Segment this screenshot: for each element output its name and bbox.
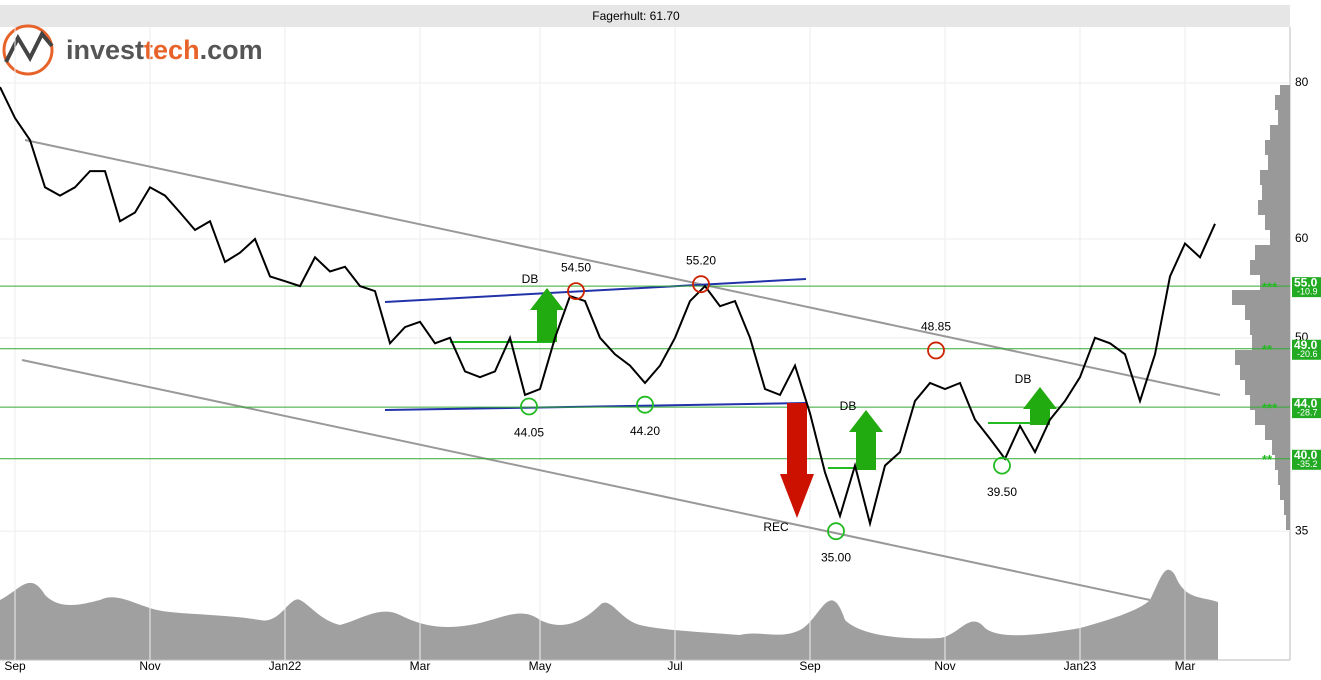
volume-profile-bar xyxy=(1280,485,1290,500)
pivot-label: 39.50 xyxy=(987,485,1017,499)
signal-arrow xyxy=(849,410,883,470)
volume-profile-bar xyxy=(1272,440,1290,455)
pivot-marker xyxy=(993,456,1011,475)
volume-profile-bar xyxy=(1284,500,1290,515)
logo-ring xyxy=(2,24,54,76)
volume-profile-bar xyxy=(1278,470,1290,485)
pivot-label: 54.50 xyxy=(561,260,591,274)
level-box xyxy=(1292,339,1321,360)
logo-part: tech xyxy=(144,35,200,65)
signal-label: DB xyxy=(522,272,539,286)
signal-label: DB xyxy=(1015,372,1032,386)
trend-line xyxy=(384,402,807,411)
volume-profile-bar xyxy=(1265,140,1290,155)
x-tick-label: Mar xyxy=(1175,659,1196,673)
pivot-marker xyxy=(827,522,845,541)
pivot-label: 55.20 xyxy=(686,253,716,267)
logo: investtech.com xyxy=(2,24,263,76)
volume-profile-bar xyxy=(1270,230,1290,245)
volume-profile-bar xyxy=(1280,85,1290,100)
pivot-marker xyxy=(520,397,538,416)
x-tick-label: Nov xyxy=(139,659,160,673)
volume-profile-bar xyxy=(1250,260,1290,275)
level-change: -35.2 xyxy=(1297,459,1318,469)
pivot-marker xyxy=(567,282,585,300)
y-tick-label: 60 xyxy=(1295,231,1309,245)
level-label: 49.0 xyxy=(1294,338,1318,352)
logo-mark xyxy=(4,30,54,63)
level-stars: ** xyxy=(1262,452,1273,467)
x-tick-label: Sep xyxy=(4,659,26,673)
volume-profile-bar xyxy=(1270,125,1290,140)
header-bar xyxy=(0,5,1290,27)
y-tick-label: 35 xyxy=(1295,523,1309,537)
volume-profile-bar xyxy=(1245,305,1290,320)
volume-profile-bar xyxy=(1255,410,1290,425)
volume-profile-bar xyxy=(1275,455,1290,470)
level-box xyxy=(1292,449,1321,470)
price-line xyxy=(0,86,1216,528)
x-tick-label: Jan23 xyxy=(1064,659,1097,673)
volume-profile-bar xyxy=(1250,395,1290,410)
level-label: 40.0 xyxy=(1294,448,1318,462)
level-stars: ** xyxy=(1262,342,1273,357)
chart-title: Fagerhult: 61.70 xyxy=(592,9,680,23)
level-label: 44.0 xyxy=(1294,396,1318,410)
signal-arrow xyxy=(530,288,564,342)
volume-profile-bar xyxy=(1286,515,1290,530)
pivot-label: 35.00 xyxy=(821,550,851,564)
trend-line xyxy=(384,278,807,303)
x-tick-label: Jul xyxy=(667,659,682,673)
signal-arrow xyxy=(780,403,814,518)
volume-profile-bar xyxy=(1245,380,1290,395)
volume-profile-bar xyxy=(1235,350,1290,365)
signal-label: REC xyxy=(763,520,789,534)
logo-part: invest xyxy=(66,35,144,65)
volume-profile-bar xyxy=(1258,200,1290,215)
pivot-marker xyxy=(636,395,654,414)
logo-part: .com xyxy=(200,35,263,65)
x-tick-label: Nov xyxy=(934,659,955,673)
volume-profile-bar xyxy=(1232,290,1290,305)
level-change: -28.7 xyxy=(1297,408,1318,418)
volume-profile-bar xyxy=(1240,365,1290,380)
volume-profile-bar xyxy=(1255,245,1290,260)
level-box xyxy=(1292,398,1321,419)
trend-line xyxy=(21,359,1151,601)
volume-profile-bar xyxy=(1260,170,1290,185)
pivot-label: 44.05 xyxy=(514,426,544,440)
level-label: 55.0 xyxy=(1294,275,1318,289)
level-change: -10.9 xyxy=(1297,287,1318,297)
level-stars: *** xyxy=(1262,401,1278,416)
signal-arrow xyxy=(1023,387,1057,425)
volume-profile-bar xyxy=(1265,215,1290,230)
volume-profile-bar xyxy=(1268,155,1290,170)
volume-profile-bar xyxy=(1252,335,1290,350)
signal-label: DB xyxy=(840,399,857,413)
volume-profile-bar xyxy=(1250,320,1290,335)
pivot-marker xyxy=(692,275,710,294)
volume-profile-bar xyxy=(1275,95,1290,110)
x-tick-label: Mar xyxy=(410,659,431,673)
volume-profile-bar xyxy=(1262,185,1290,200)
x-tick-label: May xyxy=(529,659,552,673)
x-tick-label: Sep xyxy=(799,659,821,673)
volume-profile-bar xyxy=(1265,425,1290,440)
pivot-label: 44.20 xyxy=(630,424,660,438)
level-stars: *** xyxy=(1262,280,1278,295)
level-change: -20.6 xyxy=(1297,349,1318,359)
x-tick-label: Jan22 xyxy=(269,659,302,673)
level-box xyxy=(1292,277,1321,298)
trend-line xyxy=(24,139,1221,396)
y-tick-label: 80 xyxy=(1295,75,1309,89)
volume-profile-bar xyxy=(1278,110,1290,125)
pivot-label: 48.85 xyxy=(921,320,951,334)
pivot-marker xyxy=(927,341,945,360)
logo-text: investtech.com xyxy=(66,35,263,65)
volume-area xyxy=(0,569,1218,660)
